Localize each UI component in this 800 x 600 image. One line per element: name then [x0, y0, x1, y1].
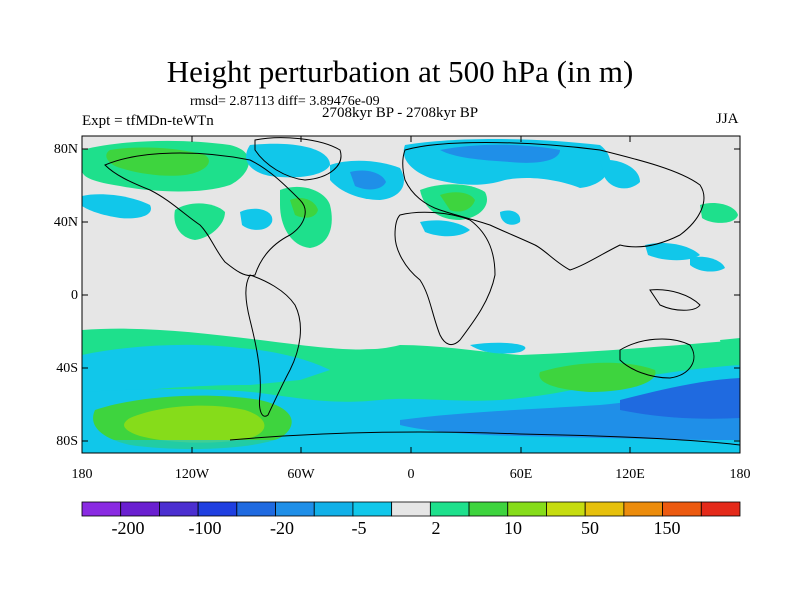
coastlines: [104, 137, 740, 446]
stats-line: rmsd= 2.87113 diff= 3.89476e-09: [190, 94, 380, 109]
colorbar: [81, 501, 741, 517]
colorbar-box: [236, 501, 276, 517]
contour-field: [82, 136, 740, 453]
colorbar-label: 10: [504, 518, 522, 538]
colorbar-box: [391, 501, 431, 517]
colorbar-label: -5: [351, 518, 367, 538]
colorbar-box: [584, 501, 625, 517]
colorbar-label: 50: [581, 518, 599, 538]
colorbar-label: -20: [270, 518, 294, 538]
axis-ticks: [82, 136, 740, 453]
experiment-label: Expt = tfMDn-teWTn: [82, 113, 214, 129]
lon-label: 120E: [615, 467, 645, 482]
colorbar-box: [352, 501, 393, 517]
lat-label: 0: [71, 288, 78, 303]
lon-label: 180: [71, 467, 93, 482]
colorbar-box: [662, 501, 702, 517]
period-label: 2708kyr BP - 2708kyr BP: [322, 105, 479, 121]
colorbar-box: [275, 501, 315, 517]
colorbar-label: -100: [188, 518, 222, 538]
colorbar-box: [197, 501, 238, 517]
colorbar-box: [546, 501, 586, 517]
lat-label: 80S: [56, 434, 78, 449]
colorbar-box: [159, 501, 199, 517]
colorbar-box: [507, 501, 547, 517]
lon-label: 0: [407, 467, 415, 482]
lon-label: 60E: [509, 467, 533, 482]
colorbar-box: [700, 501, 741, 517]
lat-label: 40S: [56, 361, 78, 376]
lon-label: 60W: [287, 467, 315, 482]
colorbar-box: [468, 501, 509, 517]
colorbar-label: 150: [653, 518, 681, 538]
colorbar-box: [429, 501, 470, 517]
colorbar-label: 2: [431, 518, 441, 538]
lat-label: 40N: [53, 215, 78, 230]
season-label: JJA: [716, 111, 739, 127]
colorbar-box: [623, 501, 663, 517]
colorbar-label: -200: [111, 518, 145, 538]
lat-label: 80N: [53, 142, 78, 157]
colorbar-box: [81, 501, 122, 517]
map-title: Height perturbation at 500 hPa (in m): [166, 54, 634, 89]
colorbar-box: [120, 501, 160, 517]
colorbar-box: [313, 501, 354, 517]
lon-label: 180: [729, 467, 751, 482]
lon-label: 120W: [174, 467, 210, 482]
